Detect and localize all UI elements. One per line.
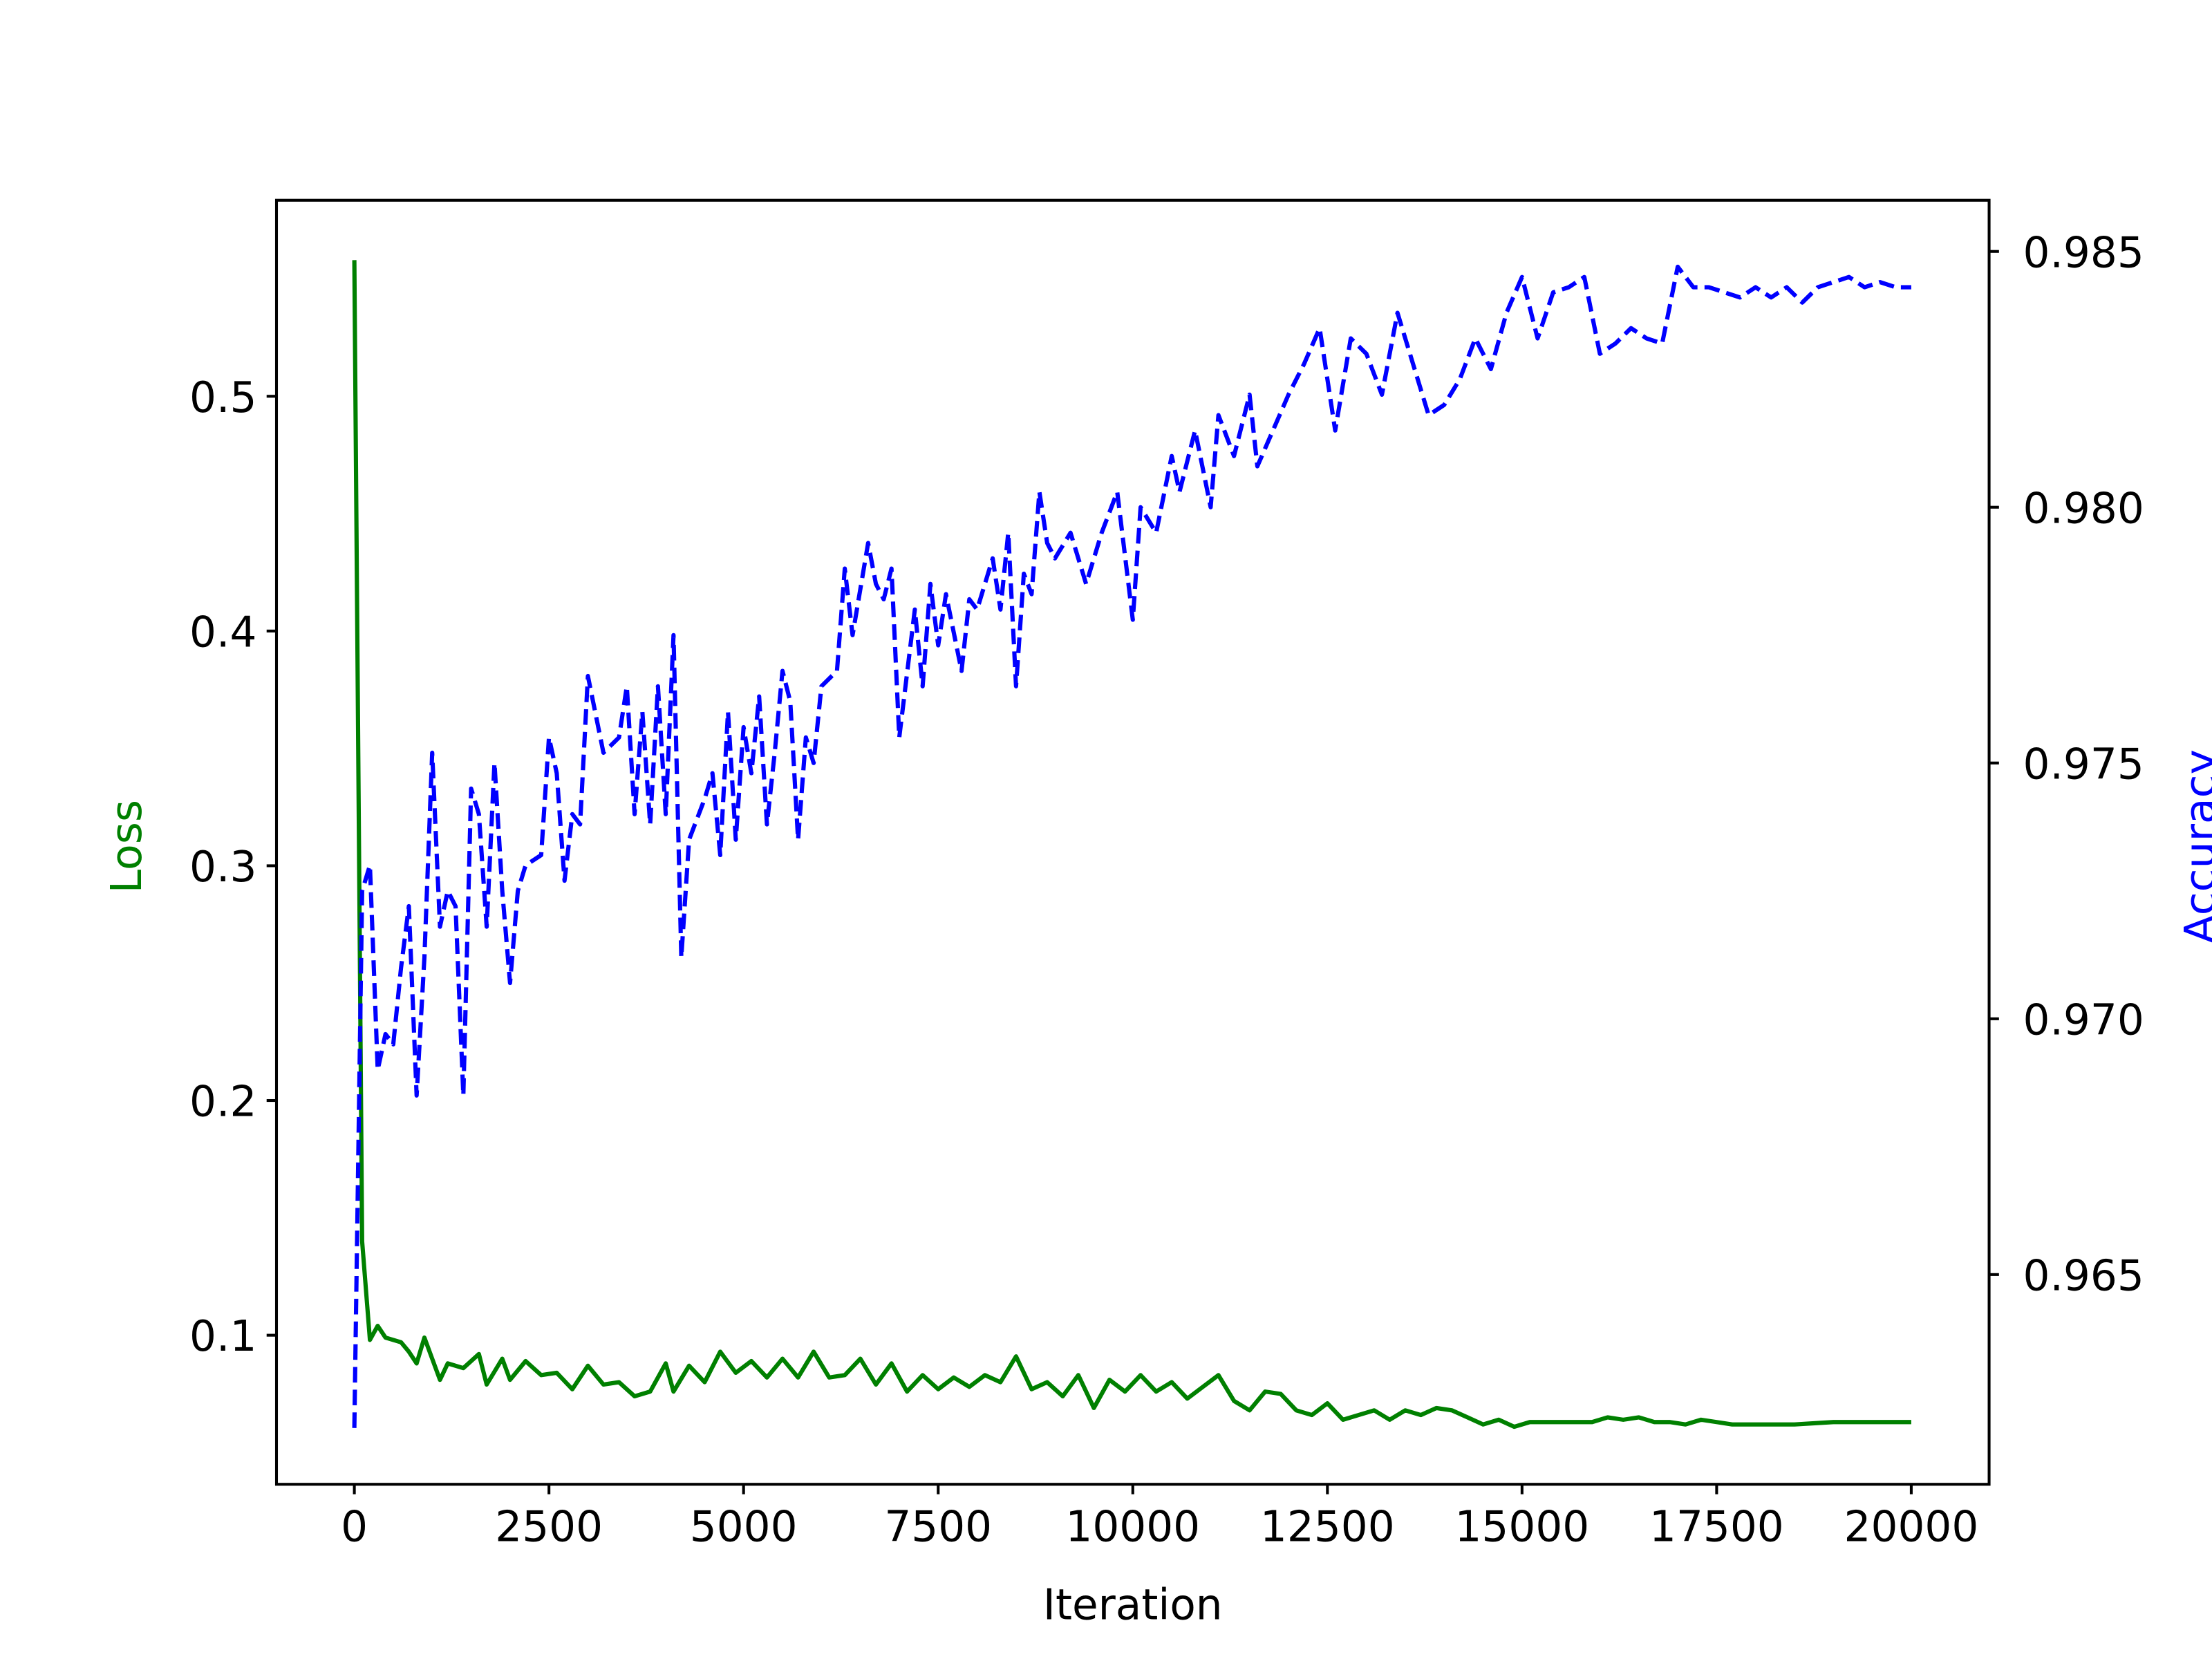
y2-axis-label: Accuracy — [2176, 749, 2212, 944]
y-tick-label: 0.2 — [189, 1077, 256, 1126]
x-tick-label: 15000 — [1454, 1502, 1589, 1551]
x-tick-label: 10000 — [1065, 1502, 1200, 1551]
y2-tick-label: 0.975 — [2023, 740, 2144, 789]
y2-tick-label: 0.985 — [2023, 228, 2144, 277]
series-line — [352, 260, 1911, 1430]
y2-tick-label: 0.980 — [2023, 484, 2144, 533]
x-tick-label: 20000 — [1844, 1502, 1979, 1551]
y2-tick-label: 0.970 — [2023, 995, 2144, 1044]
y-tick-label: 0.5 — [189, 373, 256, 422]
x-tick-label: 7500 — [884, 1502, 992, 1551]
y-axis-label: Loss — [102, 800, 151, 893]
x-tick-label: 0 — [341, 1502, 368, 1551]
x-tick-label: 17500 — [1649, 1502, 1784, 1551]
series-line — [352, 264, 1911, 1428]
y-tick-label: 0.3 — [189, 843, 256, 892]
y-tick-label: 0.4 — [189, 608, 256, 657]
x-tick-label: 12500 — [1260, 1502, 1395, 1551]
x-tick-label: 2500 — [495, 1502, 603, 1551]
x-tick-label: 5000 — [690, 1502, 798, 1551]
x-axis-label: Iteration — [1043, 1580, 1223, 1629]
y-tick-label: 0.1 — [189, 1312, 256, 1361]
y2-tick-label: 0.965 — [2023, 1251, 2144, 1300]
